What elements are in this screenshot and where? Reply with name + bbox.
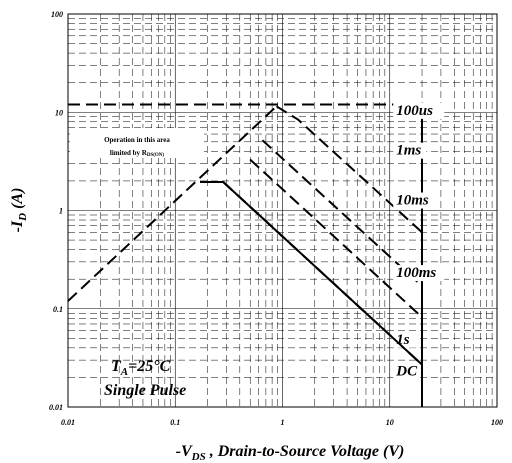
- curve-10ms: [249, 158, 423, 318]
- curve-label-bg-100ms: [393, 265, 445, 282]
- x-tick-label: 1: [281, 418, 285, 427]
- y-tick-label: 0.01: [49, 403, 63, 412]
- y-tick-label: 1: [59, 207, 63, 216]
- y-tick-label: 100: [51, 10, 63, 19]
- area-note-line2: limited by RDS(ON): [110, 149, 165, 158]
- curve-label-bg-100us: [393, 102, 445, 119]
- curve-label-100us: 100us: [396, 103, 433, 119]
- x-tick-label: 0.01: [61, 418, 75, 427]
- y-axis-title: -ID (A): [9, 188, 29, 233]
- rds-limit-line: [67, 105, 278, 302]
- condition-pulse: Single Pulse: [104, 382, 186, 399]
- x-tick-label: 10: [386, 418, 394, 427]
- curve-label-1ms: 1ms: [396, 143, 421, 159]
- x-axis-title: -VDS , Drain-to-Source Voltage (V): [176, 443, 405, 463]
- curve-1ms: [261, 139, 423, 287]
- plot-border: [67, 13, 498, 408]
- y-tick-label: 0.1: [53, 305, 63, 314]
- curve-layer: 100us 1ms 10ms 100ms 1s DC: [67, 102, 445, 407]
- curve-label-dc: DC: [395, 363, 418, 379]
- x-tick-label: 100: [491, 418, 503, 427]
- curve-label-10ms: 10ms: [396, 193, 429, 209]
- curve-label-bg-1ms: [393, 142, 427, 159]
- x-tick-label: 0.1: [170, 418, 180, 427]
- area-note-line1: Operation in this area: [104, 136, 170, 144]
- curve-label-1s: 1s: [396, 332, 410, 348]
- curve-100us: [275, 105, 423, 234]
- curve-label-bg-dc: [393, 363, 418, 380]
- tick-layer: 0.01 0.1 1 10 100 0.01 0.1 1 10 100: [49, 10, 503, 427]
- curve-label-100ms: 100ms: [396, 265, 436, 281]
- area-note-background: [70, 128, 204, 158]
- curve-dc: [200, 181, 423, 366]
- grid-layer: [68, 14, 497, 407]
- curve-label-bg-10ms: [393, 192, 436, 209]
- y-tick-label: 10: [55, 108, 63, 117]
- condition-temperature: TA=25°C: [111, 358, 171, 378]
